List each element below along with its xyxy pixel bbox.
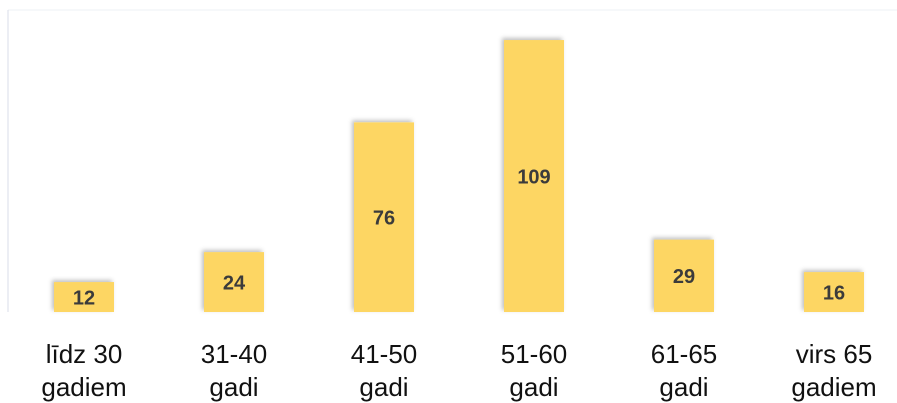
data-label: 16 <box>823 282 845 304</box>
label-line: gadi <box>209 372 258 402</box>
x-tick-label: virs 65 gadiem <box>791 339 876 402</box>
label-line: 41-50 <box>351 339 418 369</box>
data-label: 12 <box>73 287 95 309</box>
label-line: gadi <box>359 372 408 402</box>
x-tick-label: līdz 30 gadiem <box>41 339 126 402</box>
x-tick-label: 31-40 gadi <box>201 339 268 402</box>
bar <box>504 40 564 313</box>
label-line: gadi <box>509 372 558 402</box>
label-line: virs 65 <box>796 339 873 369</box>
label-line: gadiem <box>791 372 876 402</box>
label-line: 31-40 <box>201 339 268 369</box>
label-line: gadiem <box>41 372 126 402</box>
data-label: 76 <box>373 207 395 229</box>
x-tick-label: 51-60 gadi <box>501 339 568 402</box>
label-line: līdz 30 <box>46 339 123 369</box>
bar <box>54 282 114 312</box>
bar <box>804 272 864 312</box>
bar <box>204 252 264 312</box>
data-label: 29 <box>673 266 695 288</box>
x-tick-label: 61-65 gadi <box>651 339 718 402</box>
bar <box>354 122 414 312</box>
bar <box>654 239 714 312</box>
label-line: 61-65 <box>651 339 718 369</box>
label-line: 51-60 <box>501 339 568 369</box>
x-tick-label: 41-50 gadi <box>351 339 418 402</box>
label-line: gadi <box>659 372 708 402</box>
data-label: 109 <box>517 166 550 188</box>
data-label: 24 <box>223 272 246 294</box>
